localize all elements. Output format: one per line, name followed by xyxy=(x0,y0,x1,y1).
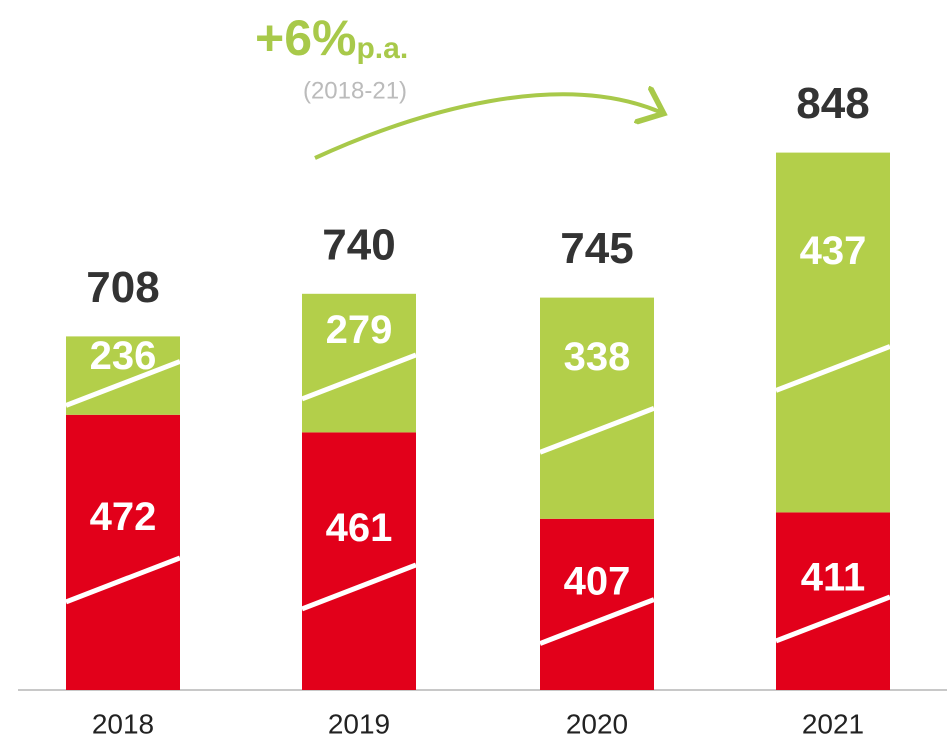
segment-label: 411 xyxy=(801,555,866,599)
total-label: 745 xyxy=(560,224,633,273)
total-label: 848 xyxy=(796,79,869,128)
growth-arrow xyxy=(314,94,660,160)
x-tick-label: 2021 xyxy=(802,708,864,739)
bar-segment xyxy=(66,414,180,690)
bar-segment xyxy=(776,152,890,513)
growth-label: +6%p.a. xyxy=(255,10,408,66)
bar-segment xyxy=(66,336,180,415)
bar-segment xyxy=(776,512,890,690)
axis-break xyxy=(65,555,181,605)
segment-label: 461 xyxy=(326,506,393,550)
x-tick-label: 2018 xyxy=(92,708,154,739)
segment-label: 279 xyxy=(326,308,393,352)
segment-label: 407 xyxy=(564,559,631,603)
segment-label: 472 xyxy=(90,495,157,539)
x-tick-label: 2019 xyxy=(328,708,390,739)
growth-period: (2018-21) xyxy=(303,77,407,104)
axis-break xyxy=(775,344,891,393)
axis-break xyxy=(775,594,891,644)
total-label: 708 xyxy=(86,263,159,312)
segment-label: 338 xyxy=(564,335,631,379)
growth-unit: p.a. xyxy=(356,32,408,65)
bar-segment xyxy=(302,432,416,690)
growth-value: +6% xyxy=(255,10,356,66)
axis-break xyxy=(301,562,417,612)
axis-break xyxy=(65,359,181,408)
bar-segment xyxy=(540,297,654,519)
segment-label: 437 xyxy=(800,229,867,273)
axis-break xyxy=(539,597,655,646)
x-tick-label: 2020 xyxy=(566,708,628,739)
axis-break xyxy=(301,352,417,402)
total-label: 740 xyxy=(322,220,395,269)
segment-label: 236 xyxy=(90,334,157,378)
axis-break xyxy=(539,405,655,455)
